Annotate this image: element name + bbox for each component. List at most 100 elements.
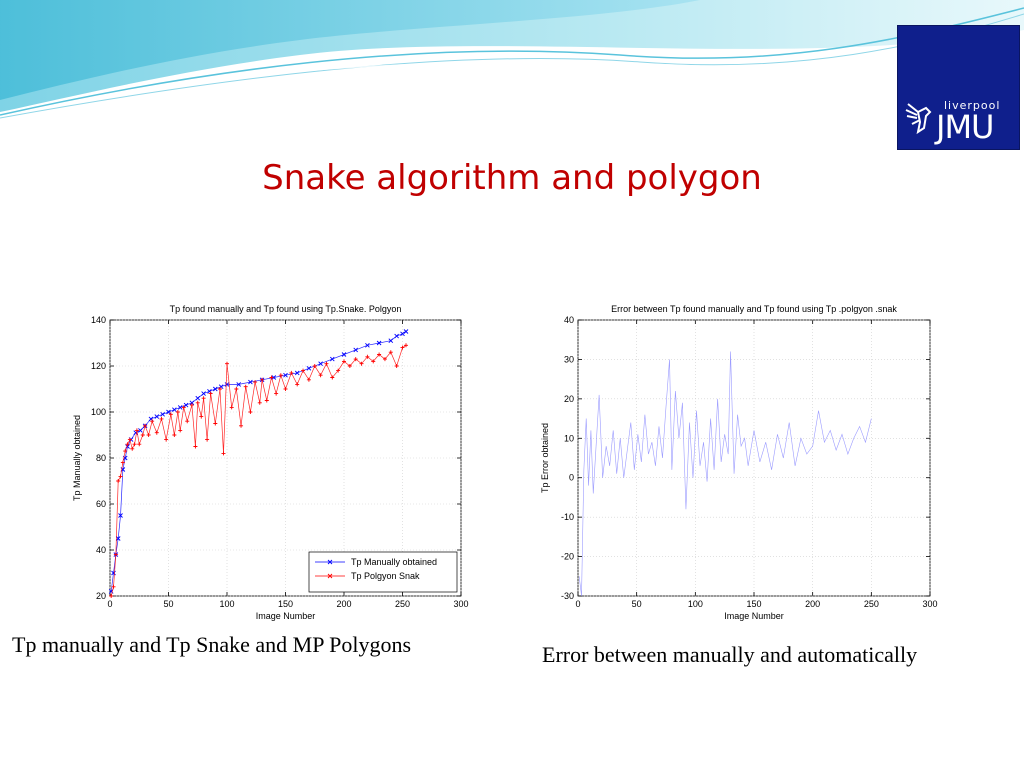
legend-entry: Tp Manually obtained [351,557,437,567]
data-point [201,396,206,401]
data-point [140,433,145,437]
data-point [217,387,222,391]
x-tick-label: 0 [107,599,112,609]
data-point [388,350,393,355]
x-tick-label: 300 [453,599,468,609]
y-tick-label: 0 [569,473,574,483]
x-tick-label: 100 [688,599,703,609]
data-point [109,594,114,598]
data-point [125,442,130,447]
x-tick-label: 150 [278,599,293,609]
data-point [172,433,177,437]
legend-box [308,551,458,593]
data-point [213,421,218,426]
caption-left: Tp manually and Tp Snake and MP Polygons [12,632,412,657]
x-tick-label: 200 [805,599,820,609]
data-point [283,372,288,378]
data-point [201,391,206,396]
data-point [143,423,148,428]
data-point [294,370,300,376]
legend-marker [327,559,333,565]
x-tick-label: 250 [864,599,879,609]
data-point [185,419,190,424]
data-point [394,333,399,339]
y-axis-label: Tp Manually obtained [72,415,82,501]
data-point [189,403,194,408]
y-tick-label: 10 [564,433,574,443]
data-point [253,380,258,385]
slide-title: Snake algorithm and polygon [262,158,762,198]
data-point [120,460,125,465]
x-tick-label: 50 [632,599,642,609]
data-point [318,373,323,378]
data-point [229,405,234,410]
x-tick-label: 50 [163,599,173,609]
data-point [239,423,244,428]
data-point [382,357,387,362]
data-point [195,400,200,405]
data-point [236,382,242,387]
data-point [289,370,294,375]
data-point [234,387,239,391]
data-point [193,444,198,449]
data-point [365,354,370,359]
data-point [353,347,359,353]
x-tick-label: 200 [336,599,351,609]
data-point [404,343,409,348]
data-point [257,400,262,405]
y-tick-label: 20 [564,394,574,404]
x-tick-label: 150 [746,599,761,609]
data-point [394,364,399,368]
data-point [205,437,210,442]
data-point [127,437,132,442]
data-point [195,395,201,401]
data-point [248,410,253,414]
data-point [400,331,405,337]
y-axis-label: Tp Error obtained [540,423,550,493]
logo-big-text: JMU [936,108,994,146]
data-point [175,410,180,414]
data-point [111,584,116,589]
data-point [278,373,283,378]
data-point [138,428,143,433]
data-point [168,412,173,417]
x-tick-label: 250 [395,599,410,609]
data-point [199,414,204,419]
data-point [376,340,382,346]
y-tick-label: 40 [96,545,106,555]
data-point [118,474,123,479]
data-point [301,368,306,373]
data-point [264,398,269,403]
data-point [341,352,347,357]
data-point [137,442,142,447]
data-point [221,451,226,456]
data-point [377,352,382,357]
data-point [359,361,364,366]
data-point [146,433,151,437]
x-tick-label: 300 [922,599,937,609]
y-tick-label: 140 [91,315,106,325]
data-point [306,377,311,382]
data-point [164,437,169,442]
data-point [243,384,248,389]
data-point [312,364,317,368]
data-point [274,391,279,396]
data-point [271,375,277,380]
y-tick-label: 20 [96,591,106,601]
series-line-1 [578,351,872,597]
data-point [283,387,288,391]
data-point [183,402,189,408]
data-point [248,379,253,385]
data-point [212,386,218,392]
data-point [130,446,135,451]
data-point [159,416,164,421]
data-point [329,356,335,362]
data-point [178,428,183,433]
y-tick-label: 80 [96,453,106,463]
data-point [365,342,370,348]
y-tick-label: 30 [564,354,574,364]
data-point [113,552,118,557]
y-tick-label: -20 [561,552,574,562]
data-point [318,361,323,367]
chart-title: Tp found manually and Tp found using Tp.… [170,304,402,314]
